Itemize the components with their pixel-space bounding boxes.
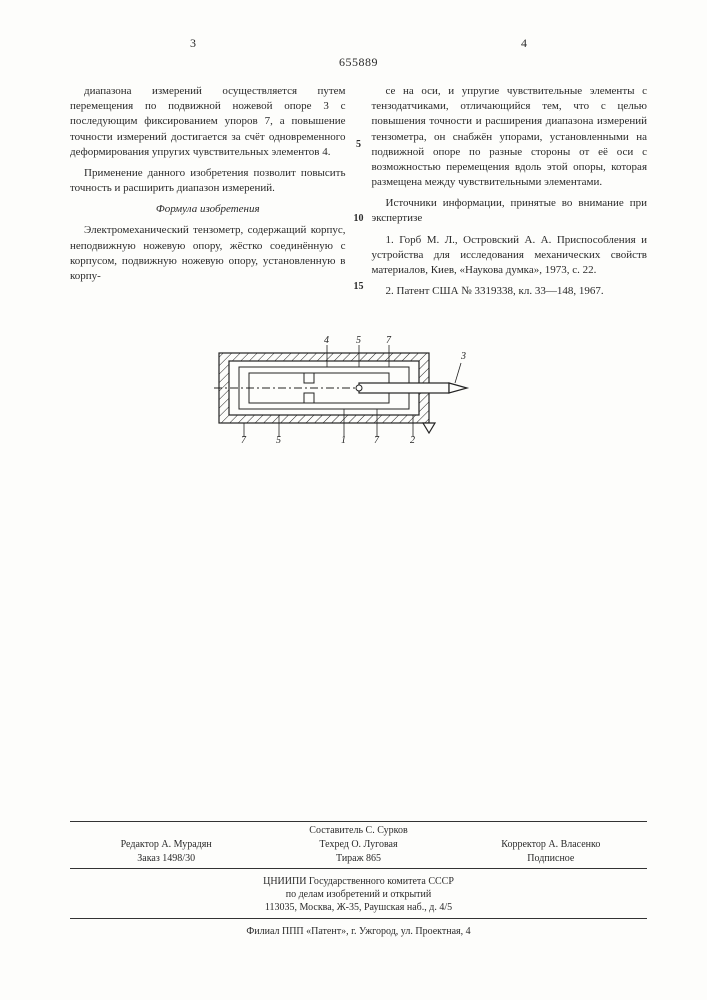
fig-label-5t: 5 <box>356 335 361 346</box>
para-r2: Источники информации, принятые во вниман… <box>372 196 648 226</box>
right-column: се на оси, и упругие чувствительные элем… <box>372 84 648 305</box>
para-r1: се на оси, и упругие чувствительные элем… <box>372 84 648 190</box>
line-number-5: 5 <box>356 138 361 152</box>
patent-page: 3 4 655889 5 10 15 диапазона измерений о… <box>0 0 707 1000</box>
page-number-right: 4 <box>521 36 527 51</box>
para-r3: 1. Горб М. Л., Островский А. А. Приспосо… <box>372 233 648 279</box>
page-number-left: 3 <box>190 36 196 51</box>
branch-address: Филиал ППП «Патент», г. Ужгород, ул. Про… <box>70 925 647 938</box>
para-r4: 2. Патент США № 3319338, кл. 33—148, 196… <box>372 284 648 299</box>
fig-label-3: 3 <box>460 351 466 362</box>
left-column: диапазона измерений осуществляется путем… <box>70 84 346 305</box>
formula-title: Формула изобретения <box>70 202 346 217</box>
compiler: Составитель С. Сурков <box>262 825 454 836</box>
text-columns: 5 10 15 диапазона измерений осуществляет… <box>70 84 647 305</box>
line-number-15: 15 <box>354 280 364 294</box>
editor: Редактор А. Мурадян <box>70 839 262 850</box>
order-number: Заказ 1498/30 <box>70 853 262 864</box>
org-address: 113035, Москва, Ж-35, Раушская наб., д. … <box>70 901 647 914</box>
device-figure: 4 5 7 3 7 5 1 7 2 <box>209 333 509 443</box>
fig-label-2: 2 <box>410 435 415 443</box>
para-l1: диапазона измерений осуществляется путем… <box>70 84 346 160</box>
line-number-10: 10 <box>354 212 364 226</box>
tirazh: Тираж 865 <box>262 853 454 864</box>
para-l3: Электромеханический тензометр, содержащи… <box>70 223 346 284</box>
subscription: Подписное <box>455 853 647 864</box>
fig-label-5b: 5 <box>276 435 281 443</box>
page-numbers: 3 4 <box>70 36 647 51</box>
imprint-footer: Составитель С. Сурков Редактор А. Мурадя… <box>70 821 647 938</box>
org-line-2: по делам изобретений и открытий <box>70 888 647 901</box>
para-l2: Применение данного изобретения позволит … <box>70 166 346 196</box>
fig-label-7t: 7 <box>386 335 392 346</box>
fig-label-4: 4 <box>324 335 329 346</box>
fig-label-7c: 7 <box>374 435 380 443</box>
fig-label-7b: 7 <box>241 435 247 443</box>
corrector: Корректор А. Власенко <box>455 839 647 850</box>
document-number: 655889 <box>70 55 647 70</box>
fig-label-1: 1 <box>341 435 346 443</box>
techred: Техред О. Луговая <box>262 839 454 850</box>
org-line-1: ЦНИИПИ Государственного комитета СССР <box>70 875 647 888</box>
